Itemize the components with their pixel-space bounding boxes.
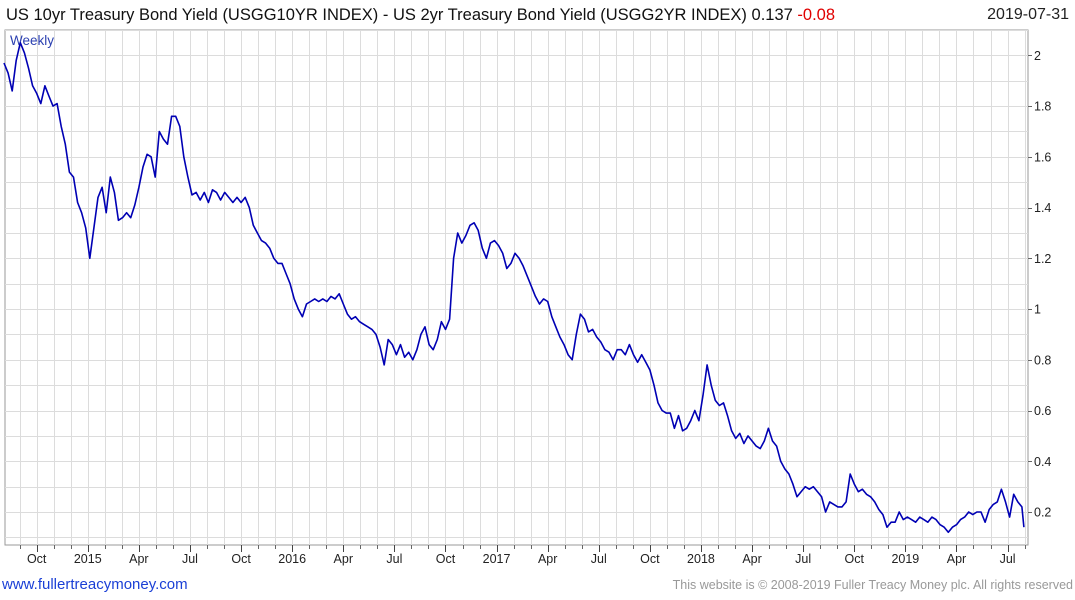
y-tick-label: 1.4 <box>1034 201 1051 215</box>
chart-header: US 10yr Treasury Bond Yield (USGG10YR IN… <box>0 0 1075 30</box>
x-tick-label: Apr <box>334 552 353 566</box>
x-tick-label: 2016 <box>278 552 306 566</box>
chart-date: 2019-07-31 <box>987 6 1069 23</box>
x-tick-label: Apr <box>129 552 148 566</box>
x-tick-label: Apr <box>947 552 966 566</box>
y-tick-label: 0.6 <box>1034 404 1051 418</box>
x-tick-label: 2018 <box>687 552 715 566</box>
x-tick-label: Apr <box>538 552 557 566</box>
x-tick-label: 2015 <box>74 552 102 566</box>
y-tick-label: 1.8 <box>1034 100 1051 114</box>
x-tick-label: Oct <box>845 552 865 566</box>
x-tick-label: Jul <box>1000 552 1016 566</box>
x-tick-label: Jul <box>795 552 811 566</box>
last-value: 0.137 <box>751 6 793 24</box>
y-tick-label: 1.2 <box>1034 252 1051 266</box>
period-label: Weekly <box>10 33 54 48</box>
x-tick-label: Jul <box>591 552 607 566</box>
y-tick-label: 2 <box>1034 49 1041 63</box>
website-link[interactable]: www.fullertreacymoney.com <box>2 576 188 593</box>
series-line <box>3 41 1025 534</box>
chart-title-text: US 10yr Treasury Bond Yield (USGG10YR IN… <box>6 6 747 24</box>
x-tick-label: 2019 <box>891 552 919 566</box>
chart-title: US 10yr Treasury Bond Yield (USGG10YR IN… <box>6 6 835 25</box>
x-tick-label: Jul <box>386 552 402 566</box>
copyright-text: This website is © 2008-2019 Fuller Treac… <box>672 578 1073 592</box>
plot-area <box>4 29 1029 546</box>
x-tick-label: Oct <box>231 552 251 566</box>
y-tick-label: 0.4 <box>1034 455 1051 469</box>
x-tick-label: Oct <box>436 552 456 566</box>
x-tick-label: Oct <box>640 552 660 566</box>
y-tick-label: 0.2 <box>1034 506 1051 520</box>
y-tick-label: 0.8 <box>1034 353 1051 367</box>
x-tick-label: Apr <box>742 552 761 566</box>
y-tick-label: 1 <box>1034 303 1041 317</box>
x-tick-label: 2017 <box>483 552 511 566</box>
x-tick-label: Oct <box>27 552 47 566</box>
change-value: -0.08 <box>797 6 836 24</box>
x-tick-label: Jul <box>182 552 198 566</box>
y-tick-label: 1.6 <box>1034 150 1051 164</box>
